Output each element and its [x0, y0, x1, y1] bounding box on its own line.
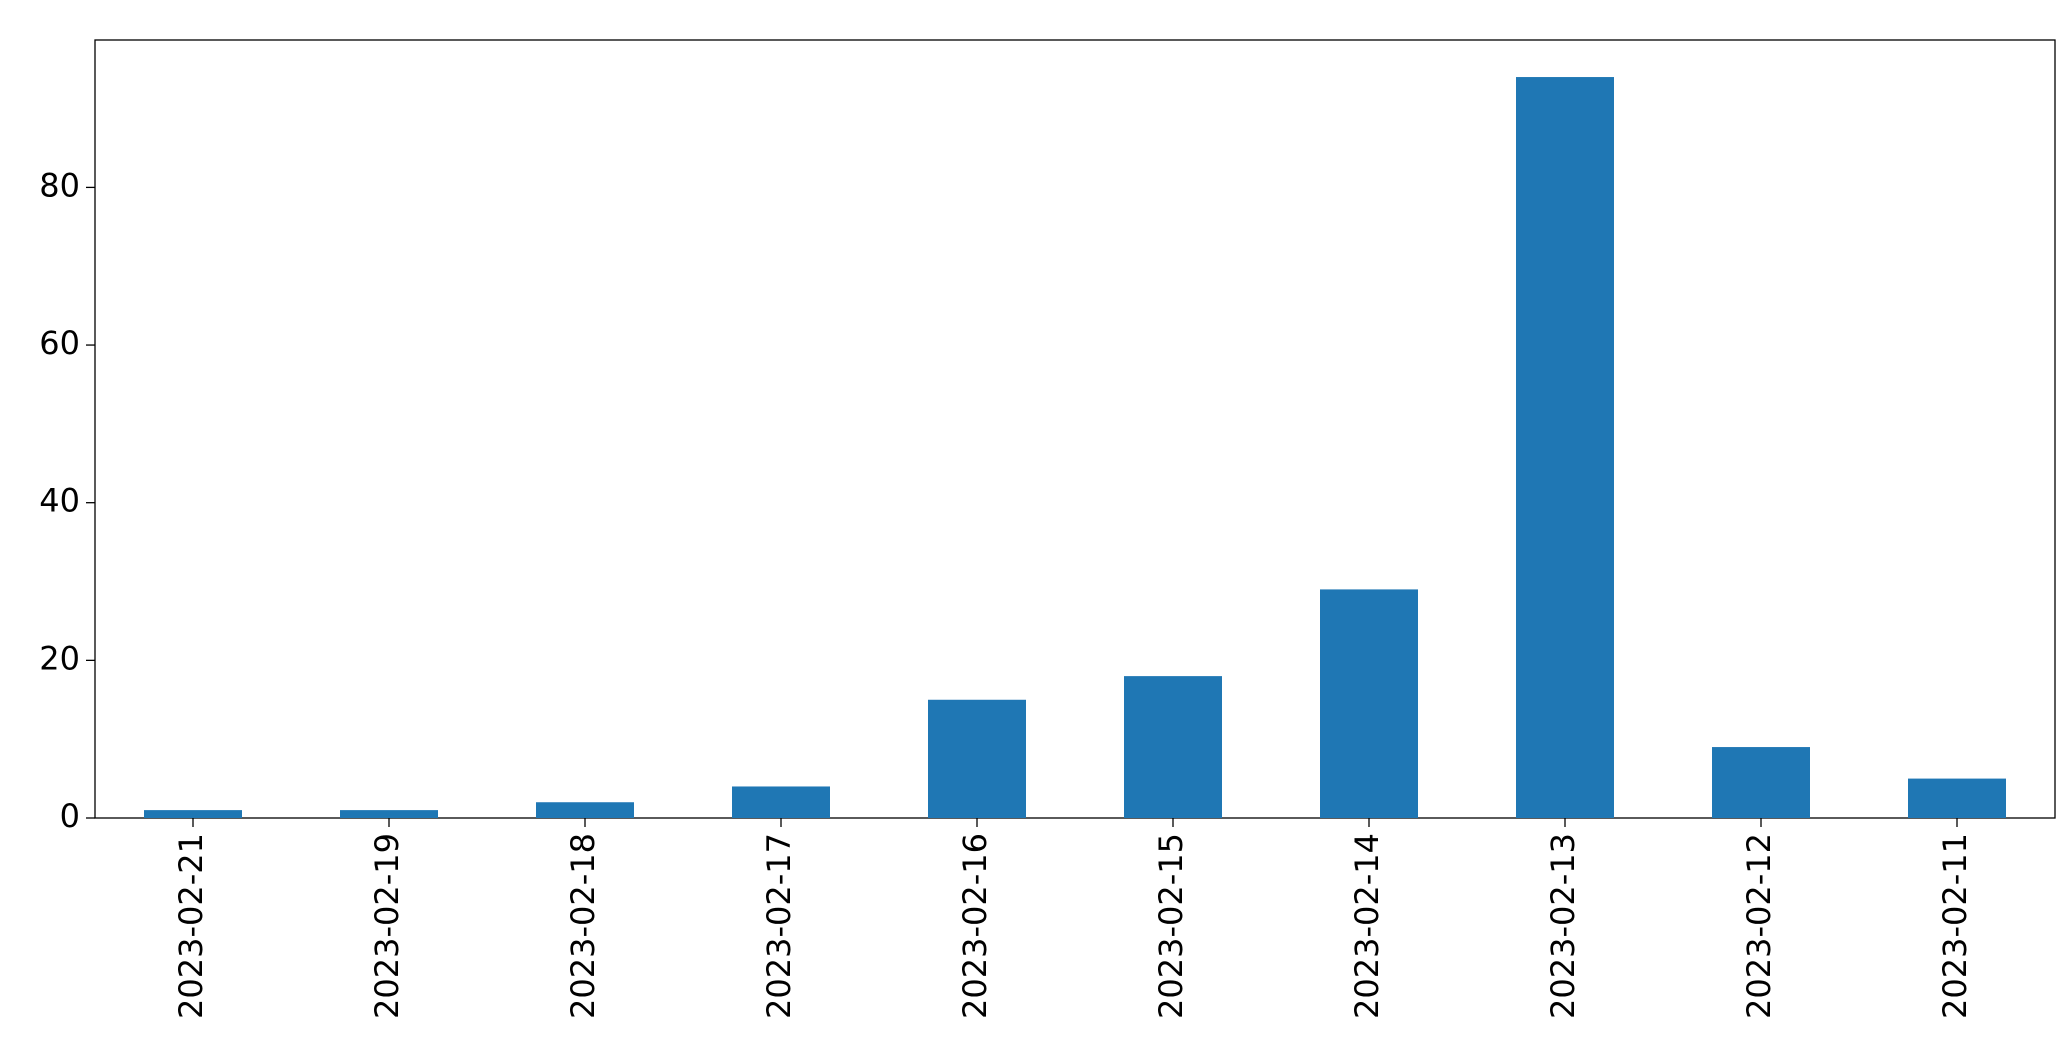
bar: [1516, 77, 1614, 819]
y-tick-label: 0: [60, 797, 80, 835]
bar: [1320, 589, 1418, 818]
plot-frame: [94, 39, 2056, 819]
y-tick-label: 40: [39, 482, 80, 520]
bar: [340, 810, 438, 818]
x-tick-label: 2023-02-12: [1740, 833, 1778, 1019]
x-tick-label: 2023-02-19: [368, 833, 406, 1019]
x-tick-label: 2023-02-16: [956, 833, 994, 1019]
x-tick-label: 2023-02-13: [1544, 833, 1582, 1019]
bar: [1908, 778, 2006, 818]
x-tick-label: 2023-02-21: [172, 833, 210, 1019]
x-tick-label: 2023-02-17: [760, 833, 798, 1019]
x-tick-label: 2023-02-14: [1348, 833, 1386, 1019]
bar: [928, 699, 1026, 818]
x-tick-label: 2023-02-18: [564, 833, 602, 1019]
bar: [536, 802, 634, 818]
bar: [732, 786, 830, 818]
bar: [1124, 676, 1222, 818]
y-tick-label: 60: [39, 324, 80, 362]
y-tick-label: 20: [39, 639, 80, 677]
bar: [144, 810, 242, 818]
x-tick-label: 2023-02-15: [1152, 833, 1190, 1019]
bar: [1712, 747, 1810, 818]
x-tick-label: 2023-02-11: [1936, 833, 1974, 1019]
y-tick-label: 80: [39, 166, 80, 204]
